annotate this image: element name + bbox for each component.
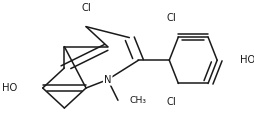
Text: Cl: Cl (166, 13, 176, 23)
Text: HO: HO (239, 55, 254, 65)
Text: Cl: Cl (166, 97, 176, 107)
Text: Cl: Cl (81, 3, 91, 13)
Text: CH₃: CH₃ (129, 96, 146, 105)
Text: HO: HO (2, 83, 18, 93)
Text: N: N (104, 75, 111, 85)
